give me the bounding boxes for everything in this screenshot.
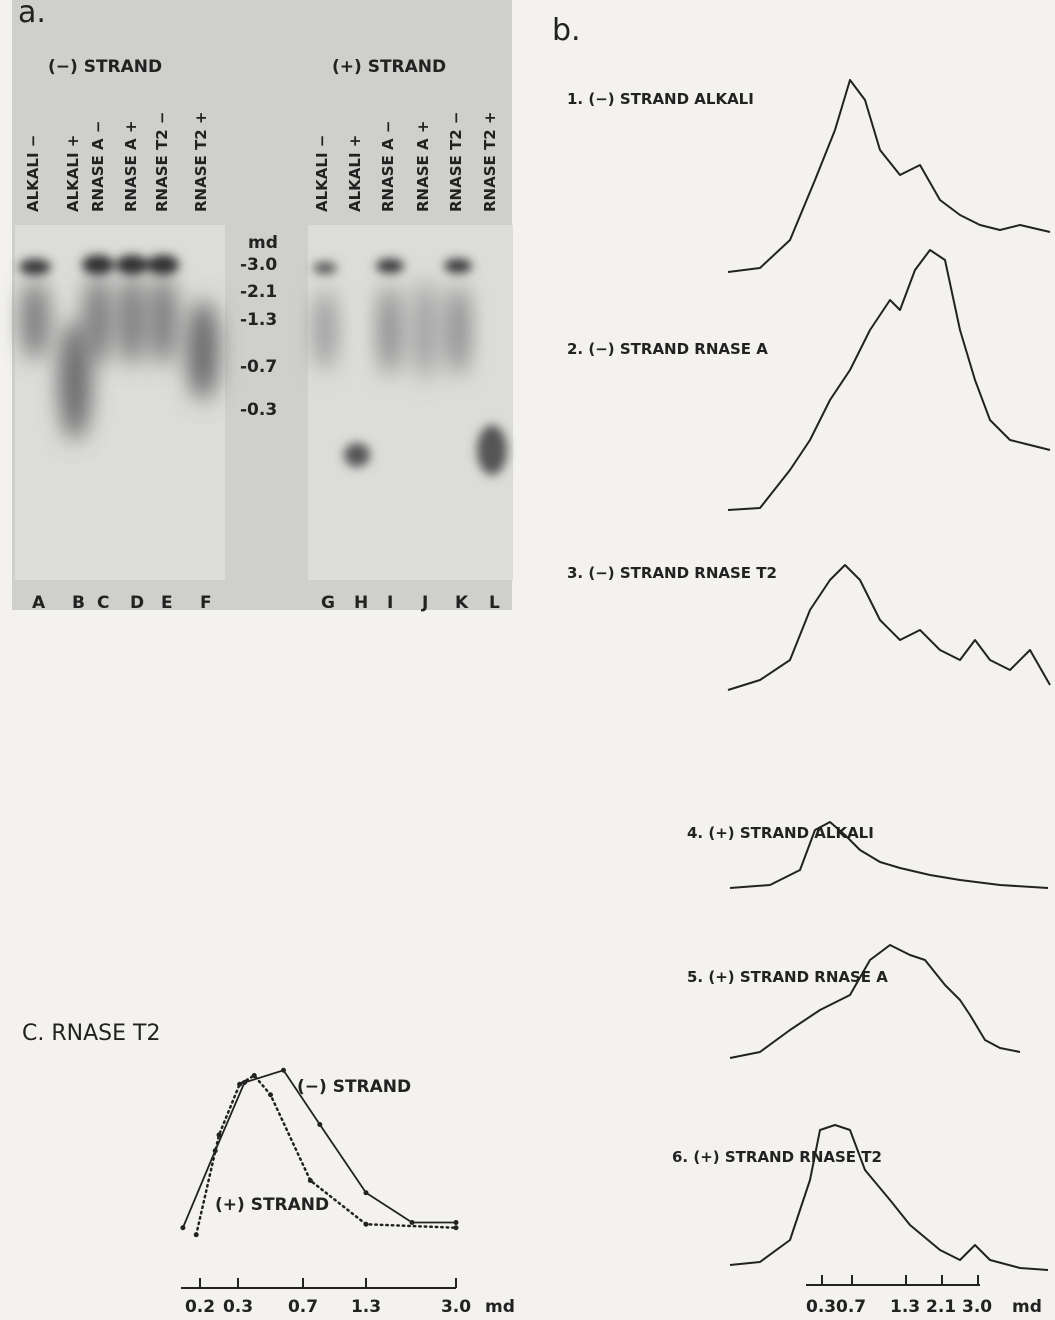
- data-point: [281, 1067, 286, 1073]
- lane-treatment: RNASE A −: [89, 121, 107, 212]
- size-marker: -0.7: [240, 357, 277, 377]
- x-tick-label: 0.2: [185, 1297, 215, 1317]
- size-marker: -0.3: [240, 400, 277, 420]
- b-axis: 0.3 0.7 1.3 2.1 3.0: [806, 1275, 992, 1317]
- trace-label: 1. (−) STRAND ALKALI: [567, 90, 754, 108]
- lane-treatment: RNASE T2 −: [153, 112, 171, 212]
- lane-treatment: RNASE A +: [122, 121, 140, 212]
- trace-label: 6. (+) STRAND RNASE T2: [672, 1148, 882, 1166]
- data-point: [268, 1092, 273, 1098]
- lane-letter: H: [354, 593, 368, 613]
- axis-label: 3.0: [962, 1297, 992, 1317]
- lane-letter: C: [97, 593, 109, 613]
- lane-letter: E: [161, 593, 173, 613]
- lane-labels: ALKALI − A ALKALI + B RNASE A − C RNASE A + D RN…: [24, 112, 500, 613]
- x-tick-label: 0.7: [288, 1297, 318, 1317]
- lane-treatment: RNASE A −: [379, 121, 397, 212]
- lane-letter: J: [421, 593, 428, 613]
- data-point: [453, 1220, 459, 1225]
- trace-label: 3. (−) STRAND RNASE T2: [567, 564, 777, 582]
- gel-left: [15, 225, 225, 580]
- size-markers: -3.0 -2.1 -1.3 -0.7 -0.3: [240, 255, 277, 420]
- series-line: [181, 1069, 457, 1229]
- data-point: [363, 1221, 369, 1227]
- size-marker: -2.1: [240, 282, 277, 302]
- lane-treatment: ALKALI +: [64, 135, 82, 212]
- data-point: [237, 1081, 243, 1087]
- densitometry-trace: [727, 79, 1051, 273]
- lane-treatment: ALKALI +: [346, 135, 364, 212]
- chart: 0.2 0.3 0.7 1.3 3.0 md (−) STRAND (+) STRAND: [180, 1067, 515, 1317]
- panel-label: a.: [18, 0, 46, 30]
- densitometry-trace: [729, 944, 1021, 1059]
- data-point: [409, 1220, 415, 1225]
- group-label: (+) STRAND: [332, 57, 446, 77]
- group-label: (−) STRAND: [48, 57, 162, 77]
- lane-letter: D: [130, 593, 144, 613]
- lane-treatment: RNASE T2 +: [192, 112, 210, 212]
- size-marker: -1.3: [240, 310, 277, 330]
- axis-label: 2.1: [926, 1297, 956, 1317]
- trace-labels: 1. (−) STRAND ALKALI 2. (−) STRAND RNASE …: [567, 90, 888, 1166]
- data-point: [180, 1225, 186, 1231]
- lane-letter: I: [387, 593, 393, 613]
- x-tick-label: 1.3: [351, 1297, 381, 1317]
- data-point: [193, 1232, 199, 1238]
- legend-entry: (−) STRAND: [297, 1077, 411, 1097]
- axis-label: 0.7: [836, 1297, 866, 1317]
- lane-letter: B: [72, 593, 85, 613]
- x-tick-label: 0.3: [223, 1297, 253, 1317]
- densitometry-trace: [729, 821, 1049, 889]
- lane-treatment: ALKALI −: [313, 135, 331, 212]
- axis-label: 0.3: [806, 1297, 836, 1317]
- lane-letter: K: [455, 593, 469, 613]
- trace-label: 5. (+) STRAND RNASE A: [687, 968, 888, 986]
- chart-title: C. RNASE T2: [22, 1021, 160, 1046]
- trace-label: 4. (+) STRAND ALKALI: [687, 824, 874, 842]
- x-unit: md: [485, 1297, 515, 1317]
- lane-letter: L: [489, 593, 500, 613]
- data-point: [453, 1225, 459, 1231]
- data-point: [363, 1190, 369, 1196]
- lane-letter: G: [321, 593, 335, 613]
- lane-treatment: RNASE T2 −: [447, 112, 465, 212]
- data-point: [216, 1132, 222, 1138]
- lane-letter: F: [200, 593, 212, 613]
- data-point: [251, 1073, 257, 1078]
- lane-treatment: RNASE T2 +: [481, 112, 499, 212]
- x-tick-label: 3.0: [441, 1297, 471, 1317]
- lane-treatment: ALKALI −: [24, 135, 42, 212]
- axis-label: 1.3: [890, 1297, 920, 1317]
- trace-label: 2. (−) STRAND RNASE A: [567, 340, 768, 358]
- densitometry-trace: [727, 564, 1051, 691]
- data-point: [317, 1122, 323, 1127]
- unit-label: md: [1012, 1297, 1042, 1317]
- gel-right: [308, 225, 513, 580]
- legend-entry: (+) STRAND: [215, 1195, 329, 1215]
- densitometry-trace: [727, 249, 1051, 511]
- densitometry-trace: [729, 1124, 1049, 1271]
- gel-bands: [19, 255, 507, 475]
- lane-letter: A: [32, 593, 46, 613]
- panel-label: b.: [552, 13, 581, 48]
- size-marker: -3.0: [240, 255, 277, 275]
- lane-treatment: RNASE A +: [414, 121, 432, 212]
- series-line: [194, 1073, 458, 1236]
- unit-label: md: [248, 233, 278, 253]
- data-point: [307, 1178, 313, 1183]
